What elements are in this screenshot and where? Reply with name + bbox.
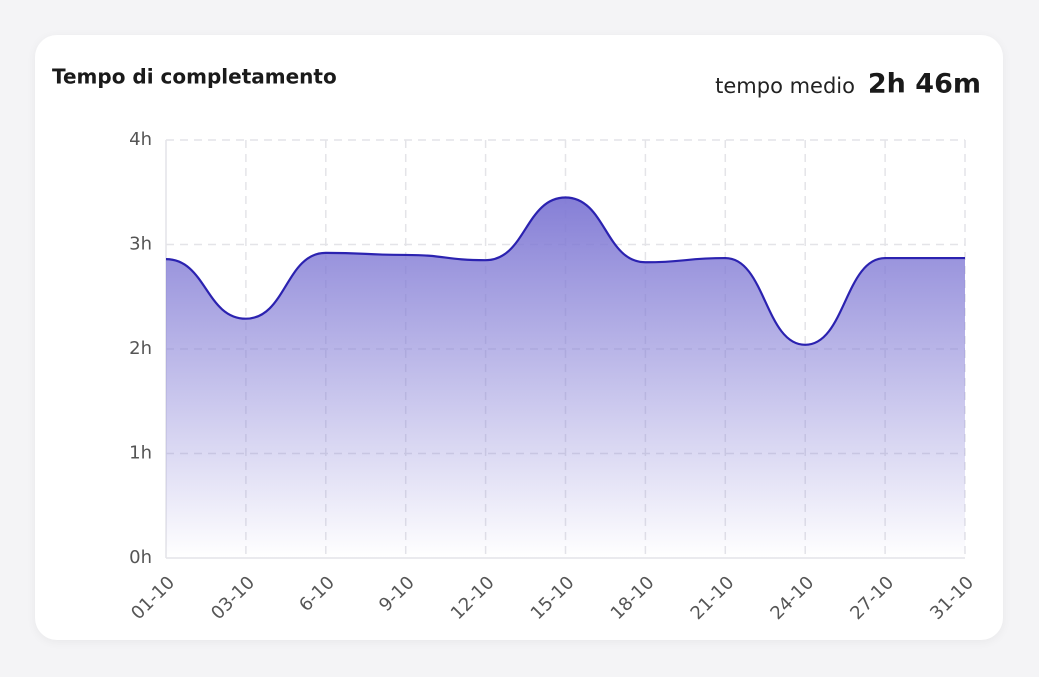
chart-title: Tempo di completamento — [52, 65, 337, 89]
line — [165, 196, 965, 346]
x-tick-label: 03-10 — [207, 572, 259, 624]
x-tick-label: 18-10 — [607, 572, 659, 624]
y-tick-label: 1h — [129, 443, 152, 464]
x-tick-label: 27-10 — [846, 572, 898, 624]
x-tick-label: 21-10 — [687, 572, 739, 624]
average-value: 2h 46m — [868, 69, 981, 100]
y-tick-label: 0h — [129, 547, 152, 568]
y-tick-label: 4h — [129, 129, 152, 150]
x-tick-label: 15-10 — [527, 572, 579, 624]
x-tick-label: 01-10 — [127, 572, 179, 624]
area — [166, 197, 965, 558]
x-tick-label: 31-10 — [926, 572, 978, 624]
x-tick-label: 9-10 — [375, 572, 419, 616]
y-tick-label: 2h — [129, 338, 152, 359]
x-tick-label: 24-10 — [766, 572, 818, 624]
x-tick-label: 6-10 — [295, 572, 339, 616]
y-tick-label: 3h — [129, 234, 152, 255]
average-label: tempo medio — [715, 74, 855, 98]
x-tick-label: 12-10 — [447, 572, 499, 624]
